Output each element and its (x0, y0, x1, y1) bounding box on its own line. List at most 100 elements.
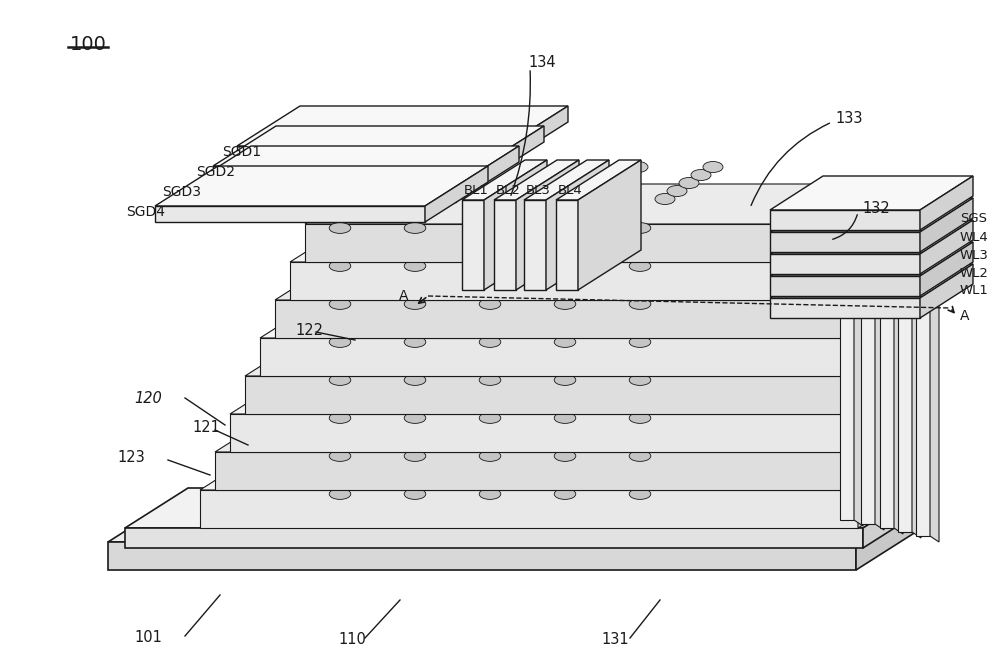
Ellipse shape (554, 261, 576, 271)
Polygon shape (770, 242, 973, 276)
Ellipse shape (554, 223, 576, 233)
Ellipse shape (554, 299, 576, 309)
Ellipse shape (404, 489, 426, 499)
Ellipse shape (329, 299, 351, 309)
Ellipse shape (628, 162, 648, 172)
Ellipse shape (554, 374, 576, 386)
Ellipse shape (554, 412, 576, 424)
Polygon shape (290, 222, 368, 262)
Polygon shape (546, 160, 609, 290)
Ellipse shape (404, 223, 426, 233)
Ellipse shape (592, 186, 612, 196)
Polygon shape (125, 528, 863, 548)
Ellipse shape (629, 374, 651, 386)
Ellipse shape (404, 374, 426, 386)
Ellipse shape (554, 451, 576, 462)
Polygon shape (861, 219, 875, 524)
Text: BL2: BL2 (496, 184, 521, 196)
Polygon shape (770, 254, 920, 274)
Text: WL3: WL3 (960, 249, 989, 261)
Polygon shape (556, 200, 578, 290)
Ellipse shape (554, 489, 576, 499)
Text: 134: 134 (528, 55, 556, 70)
Text: 120: 120 (134, 390, 162, 406)
Polygon shape (237, 106, 568, 146)
Text: SGS: SGS (960, 211, 987, 225)
Polygon shape (578, 160, 641, 290)
Ellipse shape (454, 178, 474, 188)
Ellipse shape (404, 299, 426, 309)
Polygon shape (920, 176, 973, 230)
Polygon shape (770, 298, 920, 318)
Text: SGD4: SGD4 (126, 205, 165, 219)
Polygon shape (920, 198, 973, 252)
Polygon shape (494, 200, 516, 290)
Ellipse shape (667, 186, 687, 196)
Text: SGD1: SGD1 (222, 145, 261, 159)
Polygon shape (425, 166, 488, 222)
Ellipse shape (629, 299, 651, 309)
Ellipse shape (604, 178, 624, 188)
Polygon shape (770, 232, 920, 252)
Polygon shape (505, 106, 568, 162)
Ellipse shape (329, 336, 351, 347)
Ellipse shape (629, 412, 651, 424)
Ellipse shape (329, 374, 351, 386)
Polygon shape (200, 450, 278, 490)
Polygon shape (516, 160, 579, 290)
Polygon shape (770, 220, 973, 254)
Polygon shape (155, 206, 425, 222)
Ellipse shape (479, 489, 501, 499)
Ellipse shape (430, 194, 450, 205)
Polygon shape (920, 242, 973, 296)
Text: 122: 122 (295, 323, 323, 338)
Polygon shape (858, 412, 921, 490)
Ellipse shape (479, 451, 501, 462)
Polygon shape (898, 227, 921, 233)
Polygon shape (213, 166, 481, 182)
Ellipse shape (404, 451, 426, 462)
Polygon shape (462, 200, 484, 290)
Polygon shape (861, 219, 884, 225)
Polygon shape (916, 231, 930, 536)
Polygon shape (840, 215, 854, 520)
Ellipse shape (479, 223, 501, 233)
Text: 133: 133 (835, 110, 862, 126)
Polygon shape (481, 126, 544, 182)
Ellipse shape (529, 178, 549, 188)
Polygon shape (200, 490, 858, 528)
Text: 101: 101 (134, 630, 162, 646)
Ellipse shape (479, 374, 501, 386)
Polygon shape (863, 488, 926, 548)
Text: SGD3: SGD3 (162, 185, 201, 199)
Ellipse shape (541, 170, 561, 180)
Ellipse shape (442, 186, 462, 196)
Polygon shape (898, 227, 912, 532)
Text: BL3: BL3 (526, 184, 551, 196)
Ellipse shape (505, 194, 525, 205)
Polygon shape (524, 160, 609, 200)
Ellipse shape (554, 336, 576, 347)
Ellipse shape (629, 336, 651, 347)
Ellipse shape (329, 489, 351, 499)
Polygon shape (108, 542, 856, 570)
Text: BL1: BL1 (464, 184, 489, 196)
Polygon shape (854, 215, 863, 526)
Polygon shape (108, 502, 919, 542)
Text: 132: 132 (862, 201, 890, 215)
Polygon shape (494, 160, 579, 200)
Ellipse shape (329, 261, 351, 271)
Ellipse shape (404, 261, 426, 271)
Ellipse shape (479, 299, 501, 309)
Polygon shape (880, 223, 903, 229)
Polygon shape (230, 374, 308, 414)
Ellipse shape (329, 223, 351, 233)
Polygon shape (245, 376, 858, 414)
Ellipse shape (629, 489, 651, 499)
Ellipse shape (329, 412, 351, 424)
Polygon shape (245, 336, 323, 376)
Ellipse shape (655, 194, 675, 205)
Ellipse shape (580, 194, 600, 205)
Polygon shape (275, 300, 858, 338)
Text: 121: 121 (192, 420, 220, 436)
